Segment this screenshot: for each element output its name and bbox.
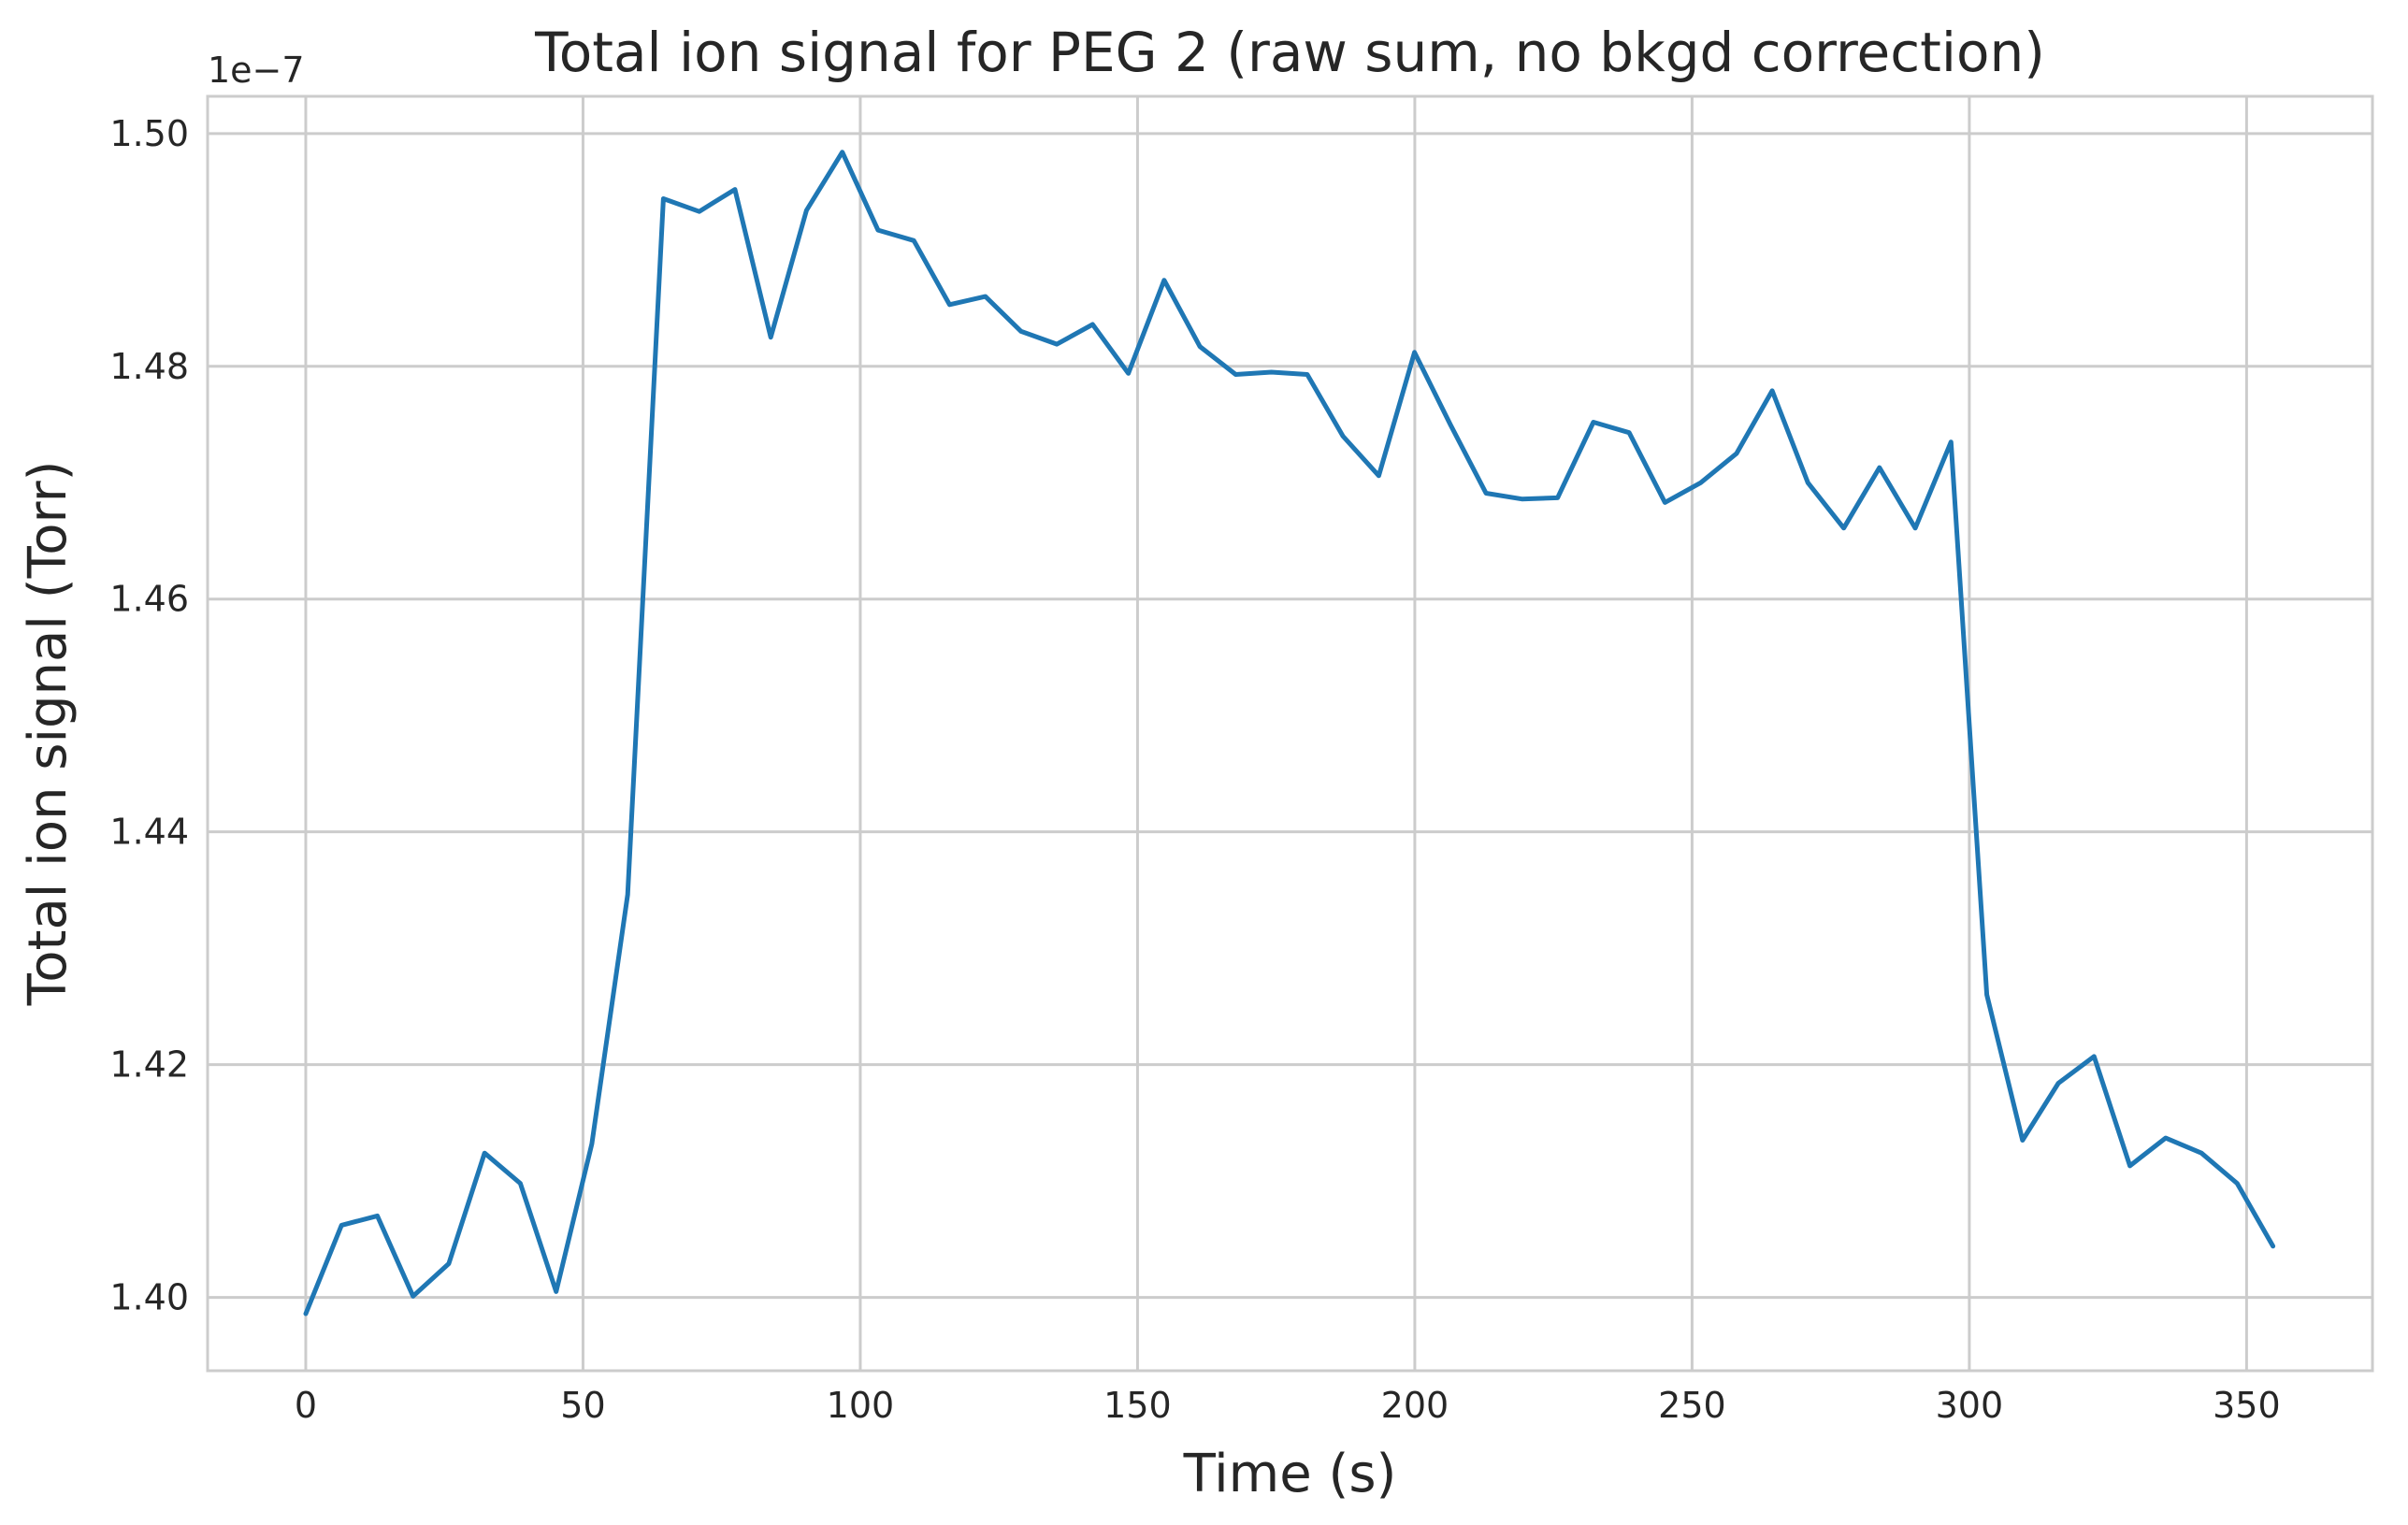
x-gridlines [304,96,2248,1371]
x-tick-label: 50 [560,1385,605,1426]
y-tick-label: 1.40 [109,1277,189,1318]
y-tick-label: 1.46 [109,579,189,620]
y-axis-offset-label: 1e−7 [208,50,305,91]
y-tick-label: 1.48 [109,346,189,387]
y-gridlines [208,132,2372,1300]
x-tick-label: 100 [827,1385,895,1426]
y-axis-label: Total ion signal (Torr) [18,461,79,1007]
x-tick-label: 0 [295,1385,317,1426]
series-layer [303,150,2276,1316]
y-tick-label: 1.50 [109,113,189,154]
x-tick-label: 300 [1936,1385,2004,1426]
x-tick-labels: 0 50 100 150 200 250 300 350 [295,1385,2281,1426]
x-axis-label: Time (s) [1183,1444,1397,1504]
chart-title: Total ion signal for PEG 2 (raw sum, no … [534,21,2045,84]
y-tick-label: 1.42 [109,1044,189,1086]
x-tick-label: 250 [1658,1385,1726,1426]
y-tick-label: 1.44 [109,812,189,853]
x-tick-label: 150 [1103,1385,1172,1426]
x-tick-label: 200 [1381,1385,1449,1426]
y-tick-labels: 1.40 1.42 1.44 1.46 1.48 1.50 [109,113,189,1318]
x-tick-label: 350 [2213,1385,2281,1426]
series-line [303,150,2276,1316]
plot-frame [206,94,2374,1373]
